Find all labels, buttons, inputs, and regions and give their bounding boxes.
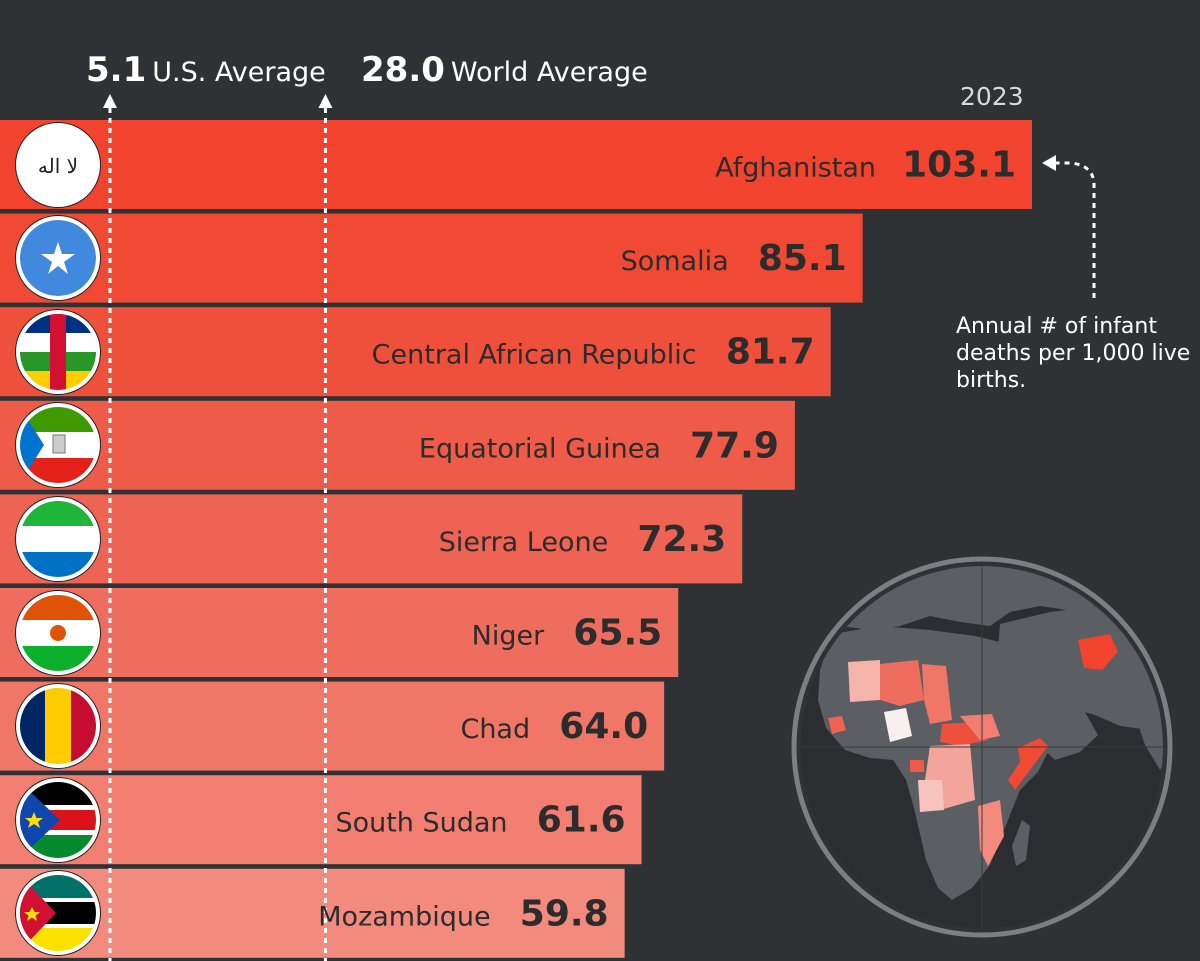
bar-central-african-republic [0, 307, 831, 397]
equatorial-guinea-flag-icon [16, 403, 100, 488]
category-label-somalia: Somalia [621, 246, 729, 277]
value-label-niger: 65.5 [573, 613, 662, 654]
value-label-central-african-republic: 81.7 [726, 332, 815, 373]
value-label-afghanistan: 103.1 [902, 145, 1016, 186]
niger-flag-icon [16, 590, 100, 675]
world-average-arrowhead [318, 94, 333, 108]
bar-equatorial-guinea [0, 400, 795, 490]
bar-chad [0, 681, 665, 771]
category-label-equatorial-guinea: Equatorial Guinea [419, 433, 661, 464]
somalia-flag-icon [16, 216, 100, 301]
value-label-mozambique: 59.8 [520, 893, 609, 934]
note-arrow [1042, 155, 1096, 298]
globe-map-africa-middle-east-icon [791, 556, 1173, 938]
bar-niger [0, 588, 679, 677]
category-label-sierra-leone: Sierra Leone [439, 527, 609, 558]
afghanistan-flag-icon: ﻻ اله [16, 122, 100, 207]
central-african-republic-flag-icon [16, 309, 100, 394]
year-label: 2023 [960, 82, 1024, 111]
value-label-south-sudan: 61.6 [537, 800, 626, 841]
bar-sierra-leone [0, 494, 743, 584]
bar-south-sudan [0, 775, 642, 865]
value-label-chad: 64.0 [559, 706, 648, 747]
value-label-sierra-leone: 72.3 [637, 519, 726, 560]
category-label-mozambique: Mozambique [318, 901, 490, 932]
us-average-value: 5.1 [86, 50, 147, 90]
category-label-south-sudan: South Sudan [335, 808, 507, 839]
bar-mozambique [0, 868, 625, 958]
world-average-label: 28.0 World Average [361, 50, 648, 90]
bar-afghanistan [0, 120, 1032, 209]
bars-group [0, 120, 1032, 958]
mozambique-flag-icon [16, 871, 100, 956]
us-average-label: 5.1 U.S. Average [86, 50, 326, 90]
reference-lines-group [102, 94, 333, 961]
us-average-text: U.S. Average [152, 57, 326, 88]
category-label-chad: Chad [460, 714, 530, 745]
world-average-value: 28.0 [361, 50, 445, 90]
value-label-somalia: 85.1 [758, 238, 847, 279]
category-label-niger: Niger [472, 621, 545, 652]
south-sudan-flag-icon [16, 777, 100, 862]
unit-note: Annual # of infant deaths per 1,000 live… [956, 314, 1191, 393]
sierra-leone-flag-icon [16, 496, 100, 581]
category-label-afghanistan: Afghanistan [715, 153, 876, 184]
bar-somalia [0, 213, 863, 303]
labels-group: 103.1 Afghanistan 85.1 Somalia 81.7 Central A… [318, 145, 1016, 935]
category-label-central-african-republic: Central African Republic [372, 340, 697, 371]
value-label-equatorial-guinea: 77.9 [690, 425, 779, 466]
svg-text:ﻻ اله: ﻻ اله [38, 154, 78, 178]
us-average-arrowhead [102, 94, 117, 108]
world-average-text: World Average [450, 57, 648, 88]
chad-flag-icon [16, 684, 100, 769]
